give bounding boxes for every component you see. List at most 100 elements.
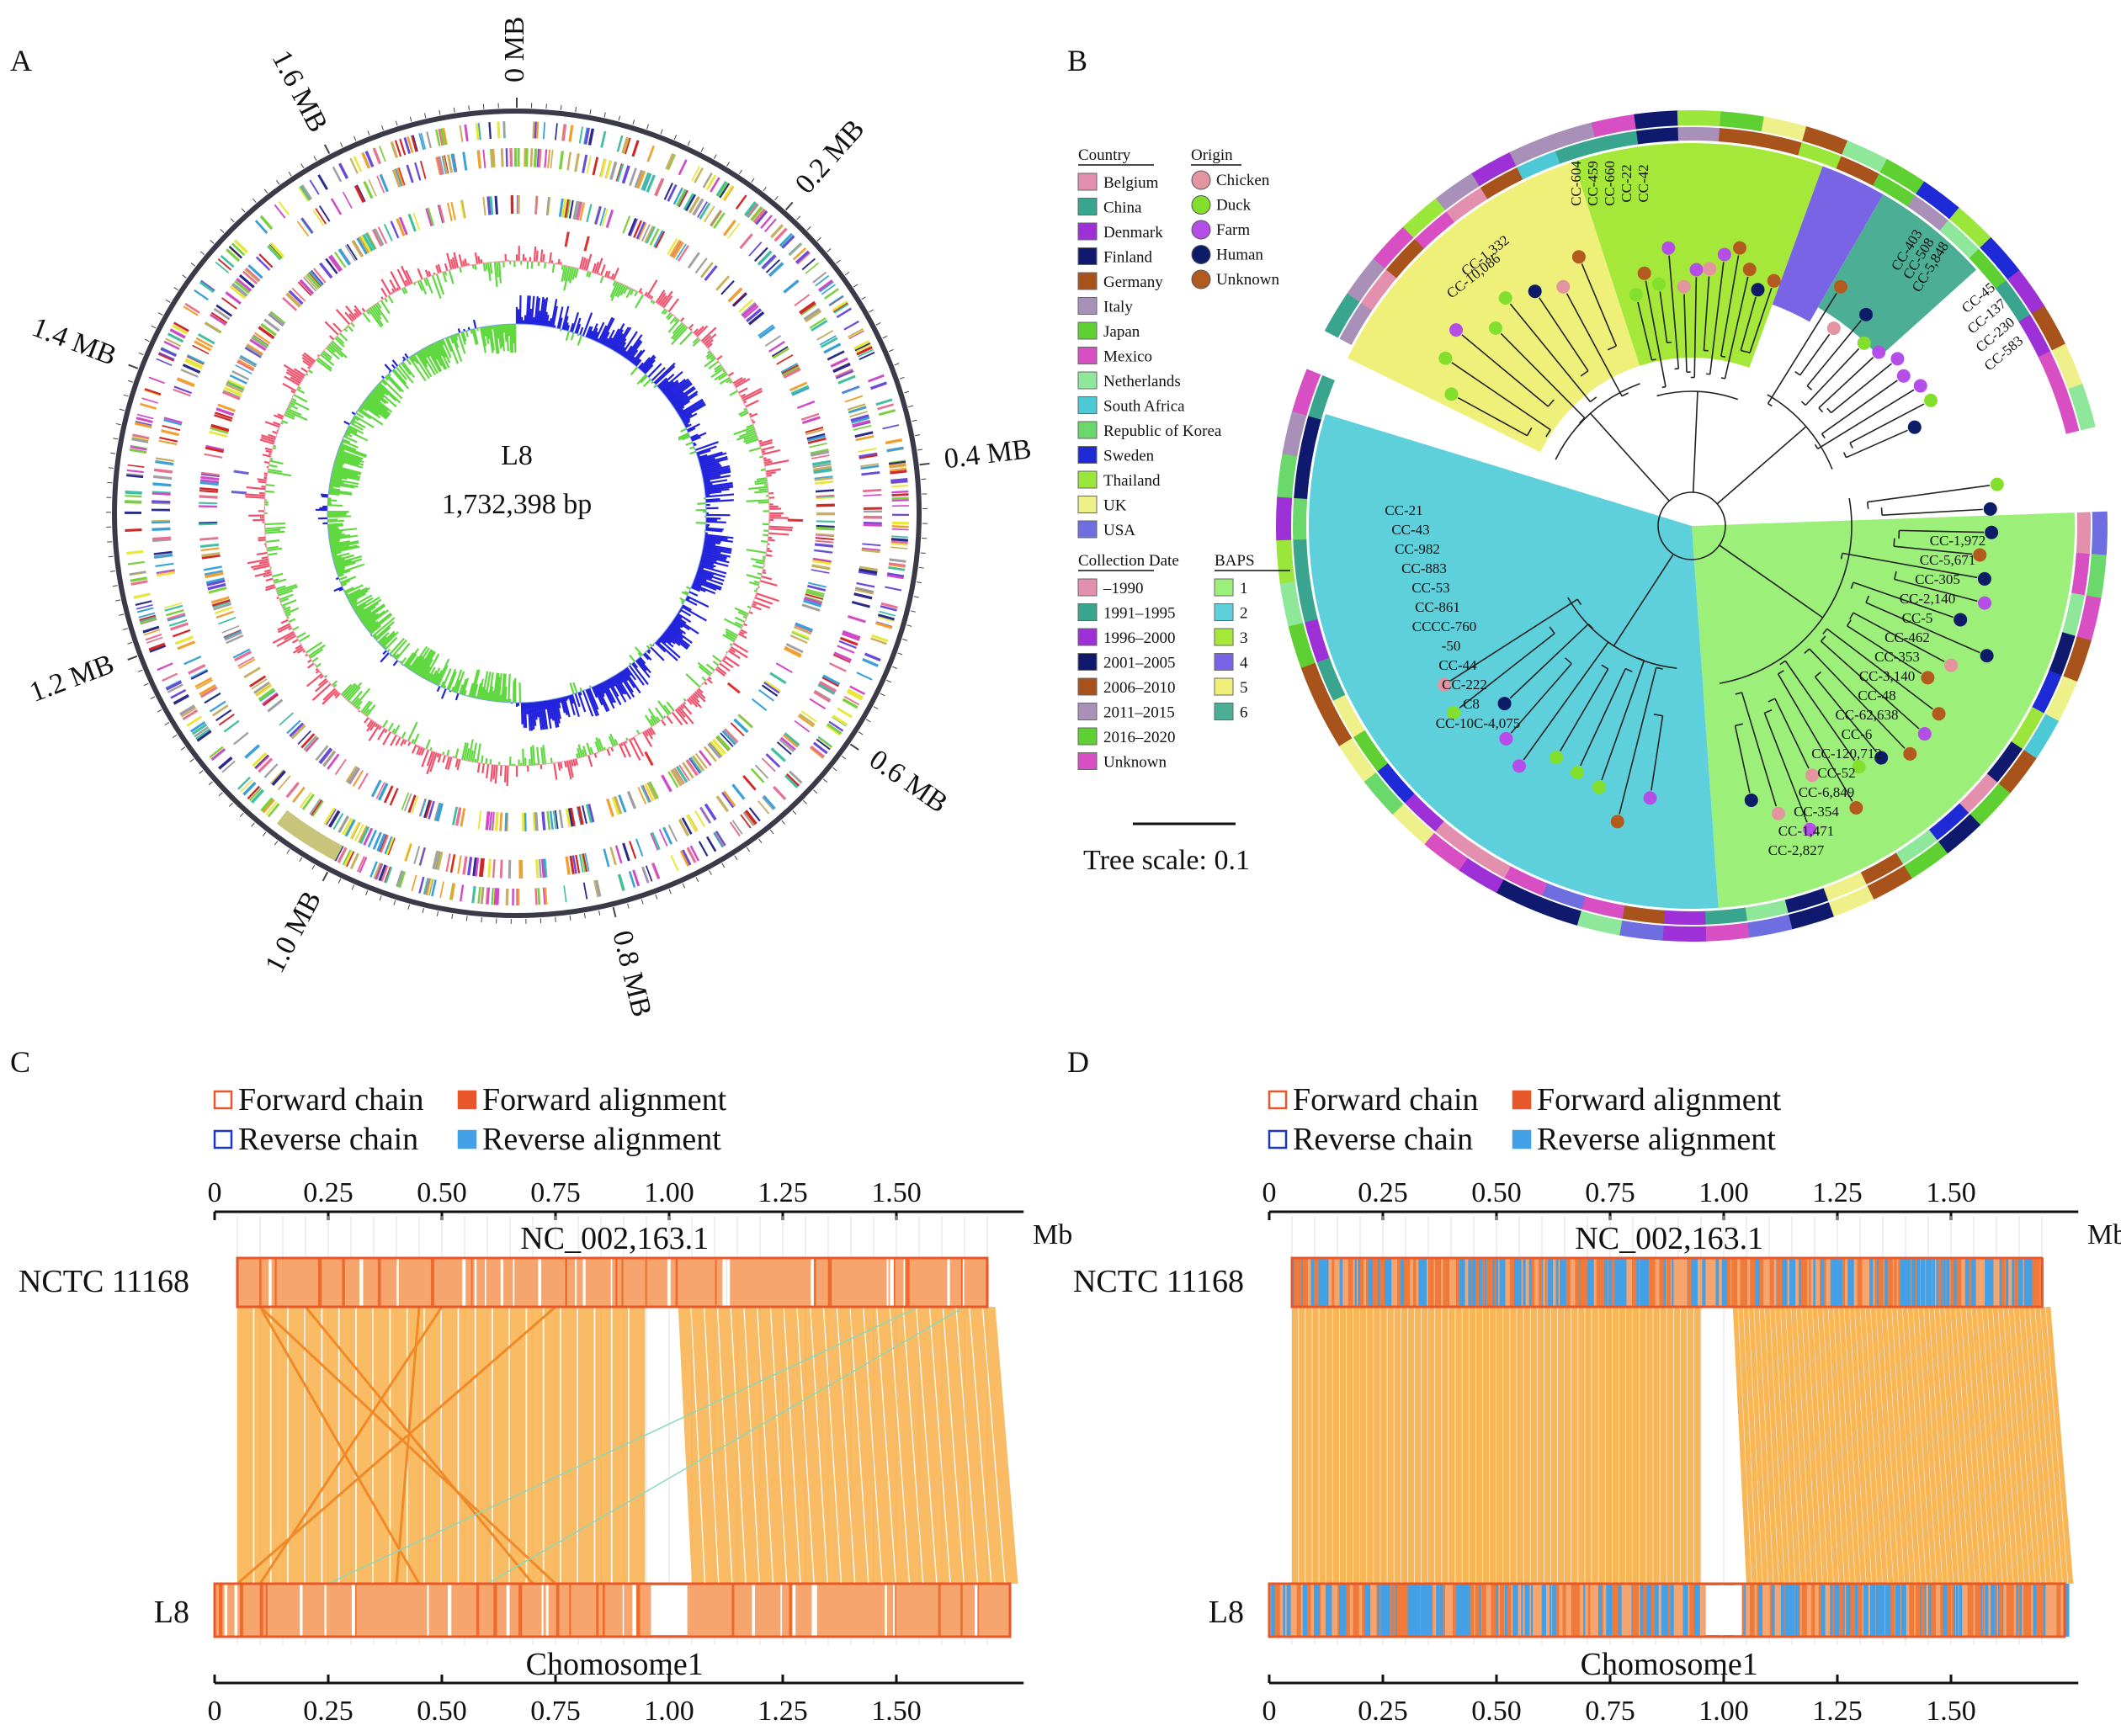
chromosome-segment [1663,1584,1667,1637]
gc-bar [656,292,667,305]
legend-swatch [1268,1090,1288,1110]
gc-bar [738,409,748,416]
cog-gene [545,196,550,215]
skew-bar [374,621,395,640]
chromosome-segment [1297,1258,1302,1307]
cog-gene [575,201,581,220]
cog-gene [686,814,698,832]
chromosome-segment [1588,1258,1591,1307]
chromosome-segment [1889,1584,1893,1637]
tree-branch [1651,715,1664,791]
chromosome-segment [1792,1258,1796,1307]
scale-tick [365,890,369,896]
cog-gene [763,682,780,694]
chromosome-segment [1790,1258,1793,1307]
skew-bar [572,682,578,693]
cog-gene [343,850,354,867]
skew-bar [393,369,407,385]
tip-dot [1550,751,1564,765]
skew-bar [418,350,428,364]
gc-content-track [244,246,794,787]
cog-gene [319,748,333,765]
gc-bar [692,337,699,344]
cog-gene [852,422,871,428]
gc-bar [706,677,713,684]
skew-bar [569,694,575,704]
gc-bar [762,555,766,559]
chromosome-segment [1294,1258,1299,1307]
gc-bar [382,719,389,728]
scale-tick [381,125,384,130]
gc-bar [634,294,644,309]
cog-gene [462,856,468,875]
cog-gene [646,145,655,162]
cog-gene [173,321,189,332]
gc-bar [561,264,564,270]
cog-gene [742,811,755,827]
cog-gene [850,414,869,422]
gc-bar [264,447,273,451]
cog-gene [832,363,851,374]
cog-gene [550,150,554,169]
cog-gene [854,342,871,352]
gc-bar [679,331,694,345]
chromosome-segment [1702,1258,1706,1307]
scale-tick [439,109,441,115]
cog-gene [395,168,403,187]
alignment-ribbon [1367,1307,1374,1584]
skew-bar [329,540,350,546]
skew-bar [686,586,691,590]
ring-date-cell [2086,554,2107,600]
cog-gene [299,825,311,841]
alignment-ribbon [1754,1307,1773,1584]
scale-tick [311,864,316,870]
gc-bar [757,572,763,576]
tree-branch [1893,538,1895,547]
gc-bar [322,687,336,701]
cog-gene [271,770,286,786]
cog-gene [791,631,810,640]
gc-bar [745,438,759,444]
skew-bar [591,686,598,698]
skew-bar [623,668,641,694]
bottom-genome-name: L8 [1209,1595,1244,1630]
cog-gene [278,810,291,826]
cog-gene [454,807,462,826]
axis-tick-label: 1.50 [871,1177,922,1208]
gc-bar [593,752,598,758]
cog-gene [407,135,414,153]
cog-gene [775,662,793,674]
cog-gene [317,836,329,853]
skew-bar [433,672,440,684]
cog-gene [761,684,779,697]
scale-tick [921,478,927,480]
cog-gene [267,803,280,818]
cog-gene [280,813,294,829]
cog-gene [581,853,587,873]
cog-gene [683,193,694,210]
gc-bar [704,333,717,346]
scale-tick [919,462,930,466]
gc-bar [486,262,492,281]
tip-dot [1852,760,1866,774]
skew-bar [617,672,635,698]
cog-gene [814,549,833,554]
cog-gene [251,677,268,690]
cog-gene [424,878,431,895]
gc-bar [669,316,677,325]
tree-branch [1659,291,1668,343]
ring-date-cell [1423,831,1468,871]
cog-gene [788,770,803,784]
ring-date-cell [1661,925,1707,942]
cog-gene [856,346,873,356]
chromosome-segment [811,1258,814,1307]
cog-gene [136,413,154,420]
cog-gene [609,161,618,180]
skew-bar [598,316,614,344]
cog-gene [223,386,242,397]
alignment-ribbon [1407,1307,1415,1584]
gc-bar [417,280,423,291]
cc-label: CC-883 [1401,560,1447,576]
gc-bar [254,571,272,577]
skew-bar [330,477,359,486]
